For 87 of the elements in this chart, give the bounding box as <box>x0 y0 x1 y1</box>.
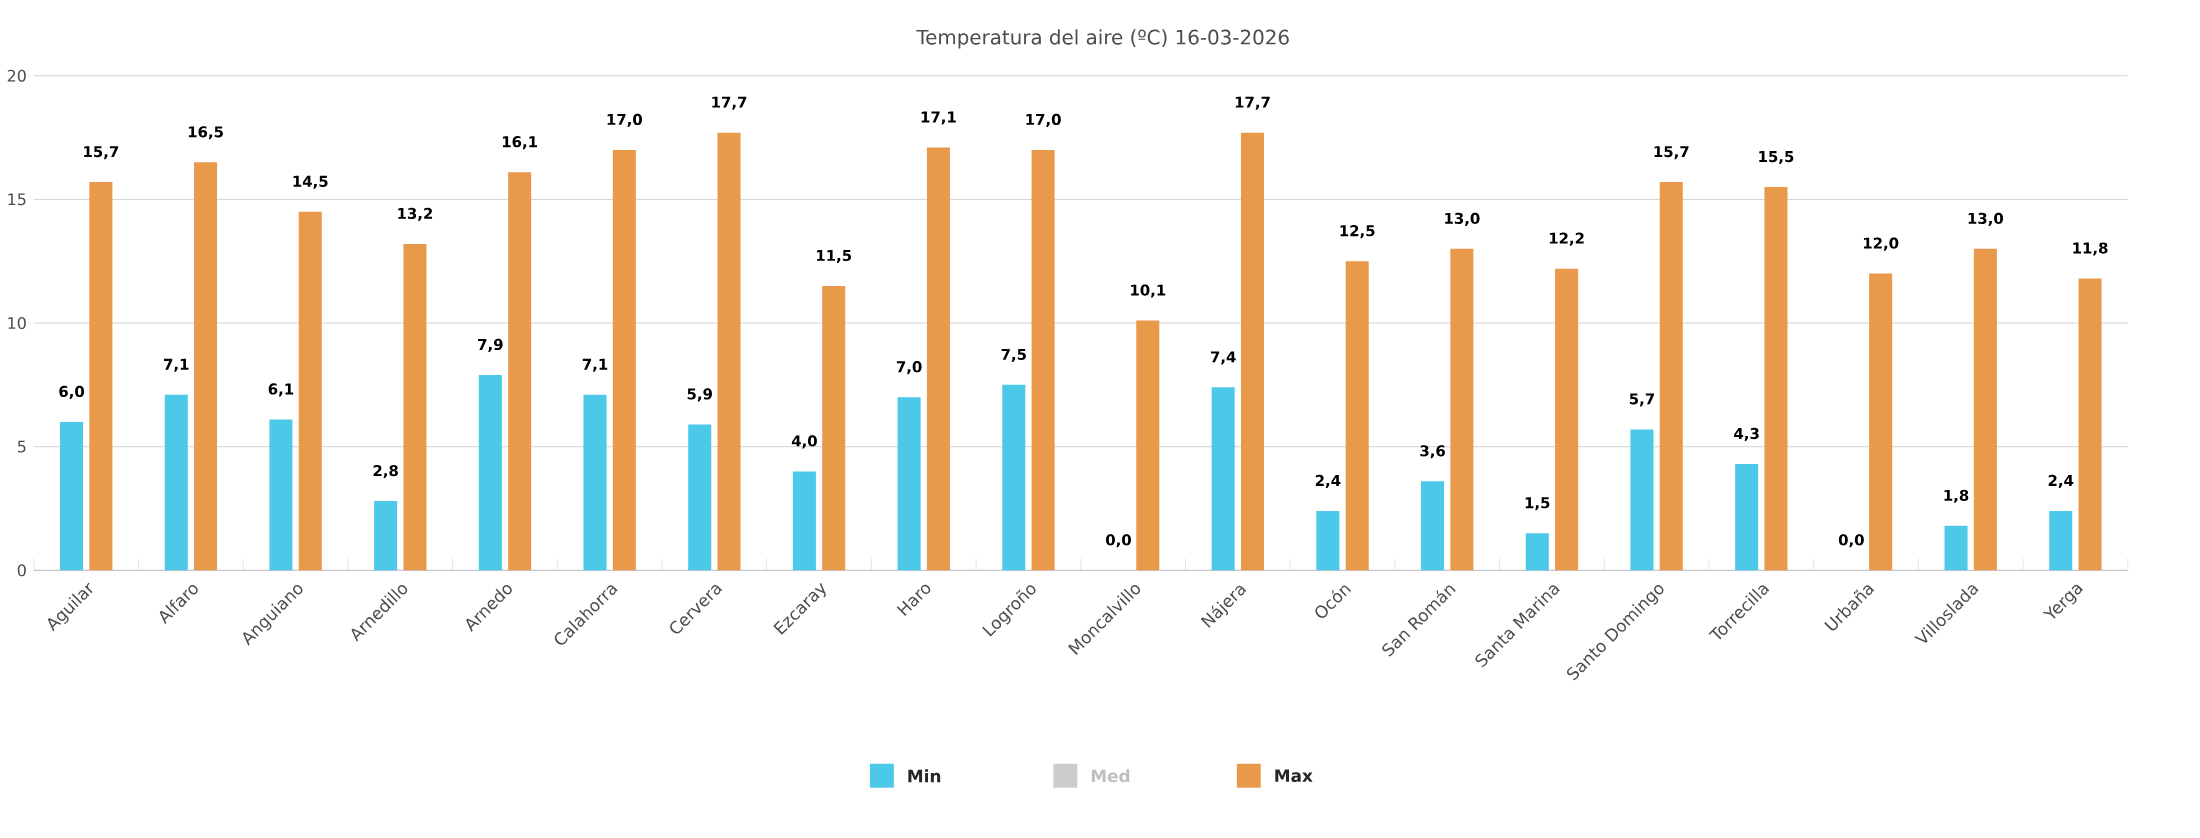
legend-label: Max <box>1275 769 1313 783</box>
bar <box>1240 132 1265 571</box>
bar <box>374 501 398 571</box>
y-tick-label: 5 <box>17 441 26 453</box>
bar <box>403 244 427 571</box>
bar <box>822 286 846 571</box>
data-label: 6,1 <box>268 383 294 397</box>
bar <box>478 375 502 571</box>
data-label: 7,4 <box>1210 351 1236 365</box>
bar <box>60 422 84 571</box>
data-label: 7,1 <box>164 359 189 373</box>
data-label: 4,0 <box>791 435 817 449</box>
data-label: 14,5 <box>293 176 328 190</box>
bar <box>298 212 322 571</box>
data-label: 7,0 <box>896 361 922 375</box>
data-label: 13,0 <box>1445 212 1480 227</box>
data-label: 17,0 <box>1026 114 1061 128</box>
bar <box>89 182 113 571</box>
data-label: 16,1 <box>502 136 538 150</box>
data-label: 16,5 <box>188 126 223 140</box>
data-label: 12,2 <box>1549 232 1584 246</box>
bar <box>1421 481 1445 571</box>
data-label: 2,8 <box>373 465 398 479</box>
bar <box>1735 464 1759 571</box>
y-tick-label: 20 <box>7 69 26 82</box>
data-label: 7,5 <box>1001 349 1026 363</box>
bar <box>1136 320 1160 571</box>
data-label: 11,5 <box>817 250 852 264</box>
legend-label: Min <box>908 769 941 783</box>
data-label: 1,8 <box>1944 489 1969 504</box>
data-label: 17,0 <box>607 114 643 128</box>
chart-title: Temperatura del aire (ºC) 16-03-2026 <box>916 29 1289 49</box>
data-label: 0,0 <box>1106 534 1131 548</box>
bar <box>583 394 607 571</box>
data-label: 15,7 <box>84 146 119 160</box>
y-tick-label: 15 <box>8 193 26 206</box>
bar <box>1973 249 1997 571</box>
bar <box>194 162 218 571</box>
data-label: 5,9 <box>687 388 712 402</box>
data-label: 17,7 <box>1235 96 1270 110</box>
data-label: 7,9 <box>478 339 503 353</box>
bar <box>1869 273 1893 571</box>
data-label: 13,2 <box>398 207 433 222</box>
data-label: 2,4 <box>1315 475 1341 489</box>
legend-label: Med <box>1091 769 1130 783</box>
bar <box>792 471 816 571</box>
bar <box>1555 268 1579 571</box>
bar <box>897 397 921 571</box>
bar <box>1764 187 1788 571</box>
data-label: 17,7 <box>712 96 747 110</box>
data-label: 4,3 <box>1734 428 1759 442</box>
data-label: 7,1 <box>582 359 608 373</box>
bar <box>1944 526 1968 571</box>
bar <box>2078 278 2102 571</box>
y-tick-label: 10 <box>8 317 26 330</box>
data-label: 10,1 <box>1131 284 1166 298</box>
bar <box>508 172 532 571</box>
bar <box>717 132 741 571</box>
bar <box>1630 429 1654 571</box>
bar <box>1211 387 1235 571</box>
bar <box>612 150 636 571</box>
data-label: 12,5 <box>1340 225 1375 239</box>
data-label: 17,1 <box>921 111 956 125</box>
data-label: 6,0 <box>59 386 85 400</box>
bar <box>1450 249 1474 571</box>
y-tick-label: 0 <box>17 564 26 577</box>
bar <box>269 419 293 571</box>
data-label: 12,0 <box>1863 237 1899 251</box>
data-label: 0,0 <box>1838 534 1864 548</box>
bar <box>1525 533 1549 571</box>
data-label: 3,6 <box>1420 445 1445 459</box>
bar <box>2049 511 2073 571</box>
bar <box>688 424 712 571</box>
bar <box>1316 511 1340 571</box>
data-label: 1,5 <box>1525 497 1550 511</box>
bar <box>1345 261 1369 571</box>
data-label: 11,8 <box>2073 242 2108 256</box>
data-label: 15,5 <box>1759 151 1794 165</box>
bar <box>926 147 950 571</box>
data-label: 13,0 <box>1968 212 2004 227</box>
bar <box>164 394 188 571</box>
data-label: 15,7 <box>1654 146 1689 160</box>
bar <box>1002 385 1026 571</box>
bar <box>1031 150 1055 571</box>
bar <box>1659 182 1683 571</box>
data-label: 5,7 <box>1629 393 1654 407</box>
data-label: 2,4 <box>2048 475 2074 489</box>
